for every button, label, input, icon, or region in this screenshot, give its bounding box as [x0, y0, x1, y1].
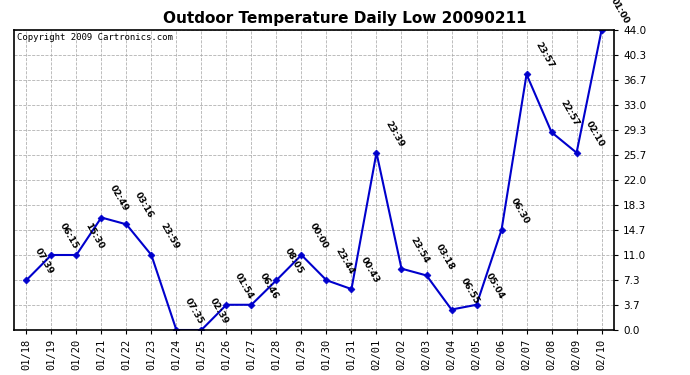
Text: 00:00: 00:00 — [308, 222, 331, 251]
Text: Outdoor Temperature Daily Low 20090211: Outdoor Temperature Daily Low 20090211 — [164, 11, 526, 26]
Text: 06:46: 06:46 — [258, 272, 280, 301]
Text: 03:16: 03:16 — [133, 191, 155, 220]
Text: 02:39: 02:39 — [208, 297, 230, 326]
Text: 23:39: 23:39 — [384, 119, 406, 148]
Text: 01:54: 01:54 — [233, 272, 255, 301]
Text: 23:54: 23:54 — [408, 235, 431, 264]
Text: 08:05: 08:05 — [284, 247, 306, 276]
Text: 02:10: 02:10 — [584, 120, 606, 148]
Text: 03:18: 03:18 — [433, 242, 455, 271]
Text: 06:55: 06:55 — [458, 276, 480, 305]
Text: 05:04: 05:04 — [484, 272, 506, 301]
Text: 15:30: 15:30 — [83, 222, 106, 251]
Text: 07:39: 07:39 — [33, 247, 55, 276]
Text: 02:49: 02:49 — [108, 184, 130, 213]
Text: 23:57: 23:57 — [533, 41, 555, 70]
Text: 23:44: 23:44 — [333, 246, 355, 276]
Text: Copyright 2009 Cartronics.com: Copyright 2009 Cartronics.com — [17, 33, 172, 42]
Text: 06:30: 06:30 — [509, 196, 531, 226]
Text: 06:15: 06:15 — [58, 222, 80, 251]
Text: 23:59: 23:59 — [158, 221, 181, 251]
Text: 01:00: 01:00 — [609, 0, 631, 26]
Text: 22:57: 22:57 — [558, 99, 581, 128]
Text: 00:43: 00:43 — [358, 256, 380, 285]
Text: 07:35: 07:35 — [184, 297, 206, 326]
